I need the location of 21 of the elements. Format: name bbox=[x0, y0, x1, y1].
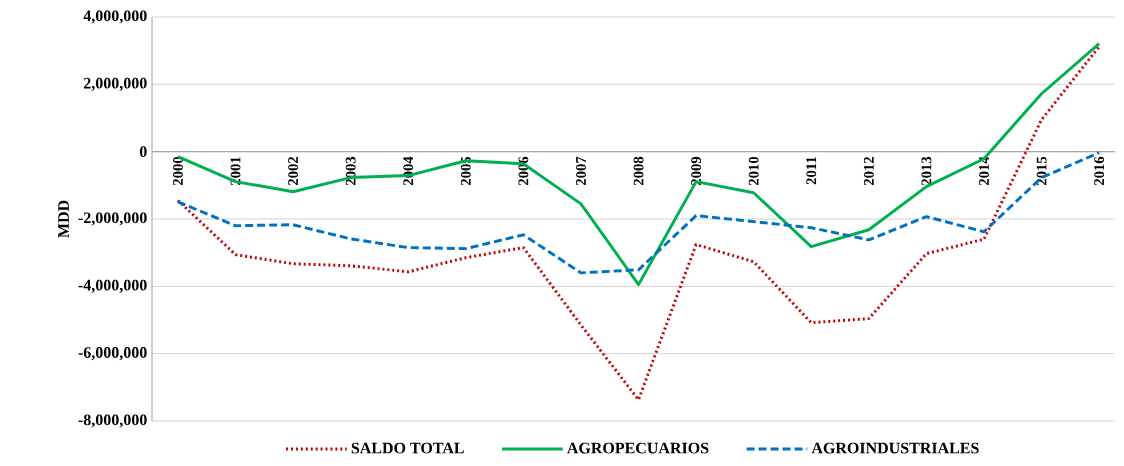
legend-label: AGROINDUSTRIALES bbox=[811, 442, 979, 454]
y-axis-title: MDD bbox=[58, 200, 69, 238]
x-tick-label: 2007 bbox=[576, 156, 586, 186]
x-tick-label: 2002 bbox=[288, 157, 299, 186]
x-tick-label: 2008 bbox=[633, 156, 644, 186]
x-tick-label: 2013 bbox=[921, 156, 932, 186]
legend-label: SALDO TOTAL bbox=[351, 442, 464, 454]
y-tick-label: -8,000,000 bbox=[78, 414, 147, 428]
x-tick-label: 2010 bbox=[748, 156, 759, 186]
x-tick-label: 2009 bbox=[691, 156, 702, 186]
x-tick-label: 2011 bbox=[806, 157, 817, 185]
y-tick-label: 4,000,000 bbox=[83, 10, 147, 24]
x-tick-label: 2016 bbox=[1094, 156, 1105, 186]
y-tick-label: 0 bbox=[139, 146, 147, 158]
y-tick-label: -6,000,000 bbox=[78, 347, 147, 361]
y-tick-label: -4,000,000 bbox=[78, 279, 147, 293]
legend-label: AGROPECUARIOS bbox=[566, 442, 709, 454]
y-tick-label: 2,000,000 bbox=[83, 77, 147, 91]
x-tick-label: 2012 bbox=[863, 157, 874, 186]
x-tick-label: 2000 bbox=[172, 156, 183, 186]
y-tick-label: -2,000,000 bbox=[78, 212, 147, 226]
